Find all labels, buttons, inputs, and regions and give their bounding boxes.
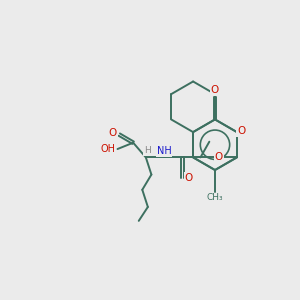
Text: NH: NH — [157, 146, 171, 156]
Text: OH: OH — [100, 144, 116, 154]
Text: O: O — [211, 85, 219, 95]
Text: H: H — [144, 146, 151, 155]
Text: O: O — [214, 152, 223, 162]
Text: CH₃: CH₃ — [207, 193, 223, 202]
Text: O: O — [109, 128, 117, 138]
Text: O: O — [184, 173, 193, 183]
Text: O: O — [237, 126, 245, 136]
